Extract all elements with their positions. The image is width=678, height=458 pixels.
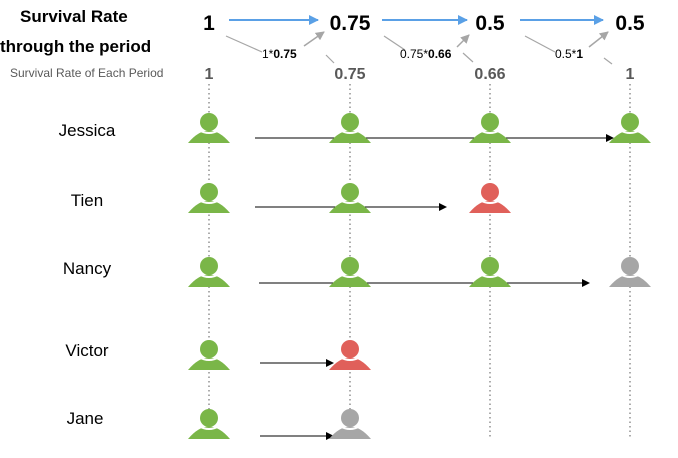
person-name: Nancy xyxy=(63,259,112,278)
people-rows: Jessica Tien Nancy Victor Jane xyxy=(59,113,651,440)
formula-arrow xyxy=(303,31,325,47)
formula-arrow xyxy=(588,31,609,48)
person-row: Jessica xyxy=(59,113,651,143)
person-icon xyxy=(329,340,371,370)
multiplication-formula: 0.5*1 xyxy=(555,47,583,61)
period-rate-value: 0.75 xyxy=(334,66,365,83)
cumulative-rate-value: 0.5 xyxy=(615,12,645,35)
person-name: Jane xyxy=(67,409,104,428)
person-icon xyxy=(188,409,230,439)
person-icon xyxy=(609,257,651,287)
person-icon xyxy=(188,183,230,213)
formula-factor: 0.75 xyxy=(273,47,297,61)
formula-factor: 0.66 xyxy=(428,47,452,61)
person-icon xyxy=(469,113,511,143)
formula-connector xyxy=(383,35,406,51)
person-name: Jessica xyxy=(59,121,116,140)
person-icon xyxy=(188,113,230,143)
person-icon xyxy=(329,257,371,287)
formula-base: 1* xyxy=(262,47,274,61)
formula-factor: 1 xyxy=(576,47,583,61)
person-icon xyxy=(469,183,511,213)
timeline-lines xyxy=(208,84,631,437)
period-rate-value: 1 xyxy=(626,66,635,83)
person-row: Tien xyxy=(71,183,511,213)
formula-connector xyxy=(325,54,335,64)
person-icon xyxy=(188,257,230,287)
formula-connector xyxy=(225,35,263,53)
formula-base: 0.75* xyxy=(400,47,428,61)
title-line-2: through the period xyxy=(0,37,151,56)
multiplication-formula: 0.75*0.66 xyxy=(400,47,452,61)
period-rate-value: 0.66 xyxy=(474,66,505,83)
person-row: Victor xyxy=(65,340,371,370)
formula-connector xyxy=(462,52,474,63)
title-line-1: Survival Rate xyxy=(20,7,128,26)
period-rate-value: 1 xyxy=(205,66,214,83)
formula-arrow xyxy=(456,34,470,48)
multiplication-formula: 1*0.75 xyxy=(262,47,297,61)
person-name: Victor xyxy=(65,341,108,360)
cumulative-rate-value: 0.5 xyxy=(475,12,505,35)
formula-base: 0.5* xyxy=(555,47,577,61)
cumulative-rate-value: 1 xyxy=(203,12,215,35)
person-icon xyxy=(609,113,651,143)
cumulative-rate-value: 0.75 xyxy=(330,12,371,35)
person-icon xyxy=(329,409,371,439)
person-row: Nancy xyxy=(63,257,651,287)
person-icon xyxy=(329,113,371,143)
formula-connector xyxy=(524,35,556,53)
subtitle: Survival Rate of Each Period xyxy=(10,66,163,80)
person-icon xyxy=(469,257,511,287)
formula-connector xyxy=(603,57,613,65)
person-icon xyxy=(188,340,230,370)
person-row: Jane xyxy=(67,409,371,440)
cumulative-rates-row: 1 0.75 0.5 0.51 0.75 0.66 11*0.75 0.75*0.66 0.5*… xyxy=(203,12,645,83)
person-name: Tien xyxy=(71,191,103,210)
person-icon xyxy=(329,183,371,213)
